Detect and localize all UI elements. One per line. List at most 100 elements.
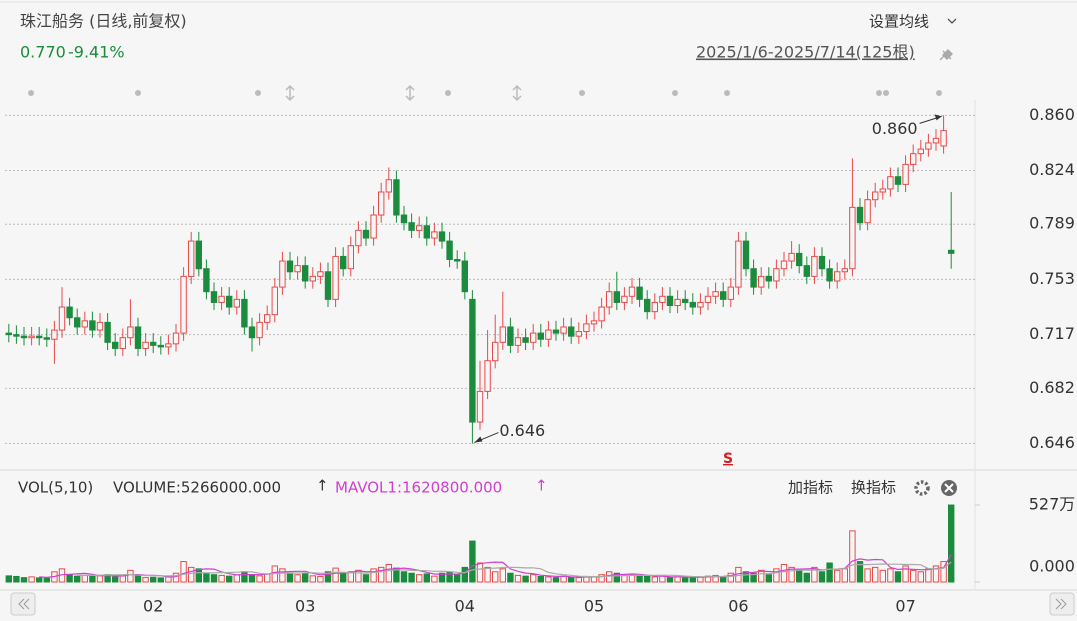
volume-bar: [704, 575, 712, 583]
scroll-right[interactable]: [1049, 592, 1075, 616]
candle-body: [613, 291, 620, 303]
volume-bar: [89, 575, 96, 583]
candle-body: [522, 337, 529, 343]
candle-body: [127, 326, 134, 339]
y-tick-label: 0.000: [1029, 557, 1075, 576]
volume-bar: [826, 562, 833, 583]
volume-bar: [742, 571, 750, 583]
candle-body: [370, 214, 377, 239]
candle-body: [150, 341, 157, 346]
volume-bar: [621, 574, 628, 583]
candle-body: [788, 252, 795, 262]
pin-icon[interactable]: [939, 49, 953, 61]
candle-body: [841, 268, 848, 273]
candle-body: [423, 225, 431, 239]
candle-body: [188, 240, 195, 277]
candle-body: [507, 326, 514, 346]
candle-body: [932, 137, 940, 144]
candle-body: [758, 275, 765, 288]
candle-body: [400, 214, 408, 224]
candle-body: [666, 295, 674, 307]
volume-bar: [423, 573, 431, 583]
x-tick-label: 07: [895, 597, 915, 616]
candle-body: [454, 258, 461, 262]
scroll-left[interactable]: [10, 592, 36, 616]
volume-bar: [628, 574, 636, 583]
candle-body: [438, 231, 446, 242]
x-tick-label: 04: [455, 597, 475, 616]
x-tick-label: 06: [728, 597, 748, 616]
switch-indicator[interactable]: 换指标: [851, 479, 896, 497]
volume-bar: [438, 572, 446, 583]
chevron[interactable]: [947, 18, 957, 24]
event-markers: [28, 84, 942, 102]
mavol-arrow: ↑: [535, 477, 548, 495]
candle-body: [499, 326, 507, 343]
volume-bar: [66, 574, 73, 583]
volume-bar: [674, 576, 681, 583]
volume-bar: [203, 572, 210, 583]
volume-bar: [530, 574, 537, 583]
candle-body: [727, 286, 734, 300]
candle-body: [537, 332, 544, 340]
close-cross: [944, 483, 954, 493]
candle-body: [195, 240, 203, 270]
candle-body: [514, 337, 522, 346]
candle-body: [742, 240, 750, 270]
volume-bar: [514, 574, 522, 583]
volume-bar: [302, 573, 309, 583]
candle-body: [879, 188, 886, 193]
volume-bar: [226, 575, 233, 583]
high-label: 0.860: [872, 119, 918, 138]
vol-value: VOLUME:5266000.000: [113, 479, 281, 497]
add-indicator[interactable]: 加指标: [788, 479, 833, 497]
volume-bar: [507, 572, 514, 583]
volume-ma-line: [77, 561, 952, 578]
arrow-head: [474, 436, 483, 443]
candle-body: [81, 320, 88, 328]
volume-bar: [309, 575, 317, 583]
volume-bar: [172, 572, 180, 583]
candle-body: [408, 222, 415, 231]
y-tick-label: 0.860: [1029, 105, 1075, 124]
candle-body: [20, 335, 28, 339]
candle-body: [940, 130, 947, 147]
candle-body: [834, 271, 841, 282]
vol-name: VOL(5,10): [18, 479, 93, 497]
scroll-right-icon: [1055, 598, 1067, 610]
volume-bar: [864, 568, 871, 583]
volume-bar: [96, 575, 104, 583]
candle-body: [735, 240, 742, 288]
volume-bar: [598, 574, 605, 583]
candle-body: [811, 255, 818, 277]
volume-bar: [499, 568, 507, 583]
candle-body: [796, 252, 803, 267]
event-marker: [579, 90, 585, 96]
candle-body: [606, 291, 613, 308]
volume-bar: [119, 575, 126, 583]
signal-marker: S: [723, 451, 733, 467]
volume-bar: [872, 566, 879, 583]
volume-bar: [818, 571, 826, 583]
volume-bar: [492, 571, 499, 583]
volume-bar: [233, 574, 241, 583]
volume-bar: [925, 568, 932, 583]
candle-body: [552, 329, 560, 334]
settings-icon[interactable]: [914, 480, 930, 496]
y-tick-label: 0.789: [1029, 214, 1075, 233]
volume-bar: [469, 540, 476, 583]
candle-body: [545, 329, 552, 340]
candle-body: [560, 326, 567, 334]
candle-body: [66, 306, 73, 319]
candle-body: [324, 271, 332, 300]
volume-bar: [856, 561, 864, 583]
x-tick-label: 03: [295, 597, 315, 616]
volume-bar: [241, 571, 248, 583]
candle-body: [279, 260, 286, 288]
date-range[interactable]: 2025/1/6-2025/7/14(125根): [696, 43, 915, 62]
volume-bar: [894, 571, 902, 583]
ma-setting[interactable]: 设置均线: [869, 13, 929, 31]
event-marker: [445, 90, 451, 96]
